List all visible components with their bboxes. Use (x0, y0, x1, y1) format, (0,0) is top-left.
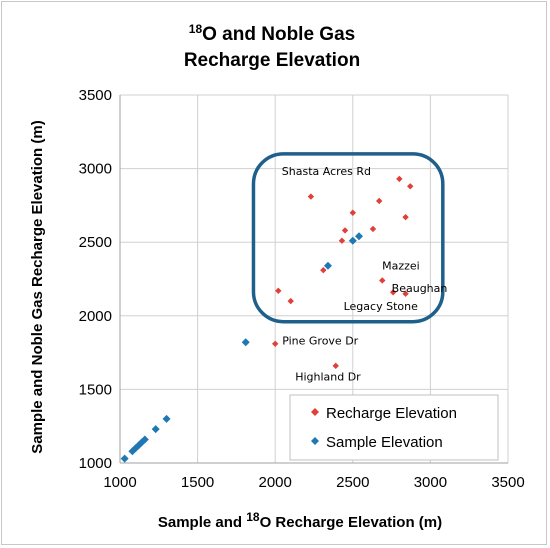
y-tick-label: 3000 (79, 161, 112, 178)
highlight-box-group (251, 152, 445, 324)
sample-elevation-point (323, 261, 332, 270)
x-tick-label: 2500 (336, 474, 369, 491)
y-tick-label: 1500 (79, 381, 112, 398)
sample-elevation-point (120, 454, 129, 463)
sample-elevation-point (162, 414, 171, 423)
sample-elevation-point (348, 236, 357, 245)
gridlines (119, 94, 509, 464)
recharge-elevation-point (338, 237, 346, 244)
title-line1-text: O and Noble Gas (202, 24, 355, 45)
x-tick-label: 1000 (103, 474, 136, 491)
x-tick-label: 3000 (414, 474, 447, 491)
legend-marker (311, 408, 319, 416)
x-axis-title-pre: Sample and (158, 514, 246, 531)
legend-label: Sample Elevation (326, 434, 443, 451)
legend-box (289, 394, 499, 461)
y-tick-label: 2500 (79, 234, 112, 251)
recharge-elevation-point (396, 175, 403, 183)
recharge-elevation-point (407, 183, 414, 190)
recharge-elevation-point (389, 289, 397, 296)
point-annotation: Legacy Stone (344, 300, 418, 313)
x-tick-label: 3500 (491, 474, 524, 491)
recharge-elevation-point (275, 287, 282, 294)
highlight-box (251, 152, 445, 324)
x-axis-title-post: O Recharge Elevation (m) (260, 514, 443, 531)
legend: Recharge Elevation Sample Elevation (289, 394, 499, 461)
x-axis-title: Sample and 18O Recharge Elevation (m) (158, 510, 442, 531)
legend-label: Recharge Elevation (326, 405, 457, 422)
sample-elevation-point (241, 338, 250, 347)
recharge-elevation-point (375, 197, 383, 205)
point-annotation: Pine Grove Dr (282, 335, 358, 348)
x-tick-label: 1500 (181, 474, 214, 491)
y-tick-label: 1000 (79, 455, 112, 472)
point-annotation: Shasta Acres Rd (282, 165, 371, 178)
recharge-elevation-point (307, 193, 315, 200)
recharge-elevation-point (402, 213, 409, 221)
recharge-elevation-point (287, 297, 294, 305)
y-tick-label: 3500 (79, 87, 112, 104)
recharge-elevation-point (272, 340, 279, 347)
recharge-elevation-point (320, 266, 327, 274)
sample-elevation-point (151, 425, 160, 434)
y-tick-label: 2000 (79, 308, 112, 325)
x-axis-title-sup: 18 (246, 510, 260, 524)
sample-elevation-point (355, 232, 364, 241)
point-annotation: Mazzei (382, 259, 420, 272)
x-tick-label: 2000 (259, 474, 292, 491)
recharge-elevation-point (369, 225, 377, 233)
recharge-elevation-point (341, 227, 349, 234)
point-annotation: Highland Dr (295, 371, 361, 384)
legend-marker (311, 437, 319, 445)
recharge-elevation-point (402, 290, 409, 297)
point-annotation: Beaughan (392, 282, 448, 295)
recharge-elevation-point (379, 277, 386, 284)
data-points (120, 175, 414, 463)
y-axis-title: Sample and Noble Gas Recharge Elevation … (29, 120, 46, 453)
chart-title-line2: Recharge Elevation (184, 50, 360, 71)
recharge-elevation-point (332, 362, 339, 370)
chart-title-line1: 18O and Noble Gas (189, 22, 355, 45)
sample-elevation-point (128, 447, 137, 456)
point-annotations: Shasta Acres Rd Mazzei Beaughan Legacy Ston… (282, 165, 448, 383)
recharge-elevation-point (349, 209, 356, 216)
title-superscript: 18 (189, 22, 203, 36)
tick-labels: 1000 1500 2000 2500 3000 3500 1000 1500 2000 2500… (79, 87, 525, 491)
